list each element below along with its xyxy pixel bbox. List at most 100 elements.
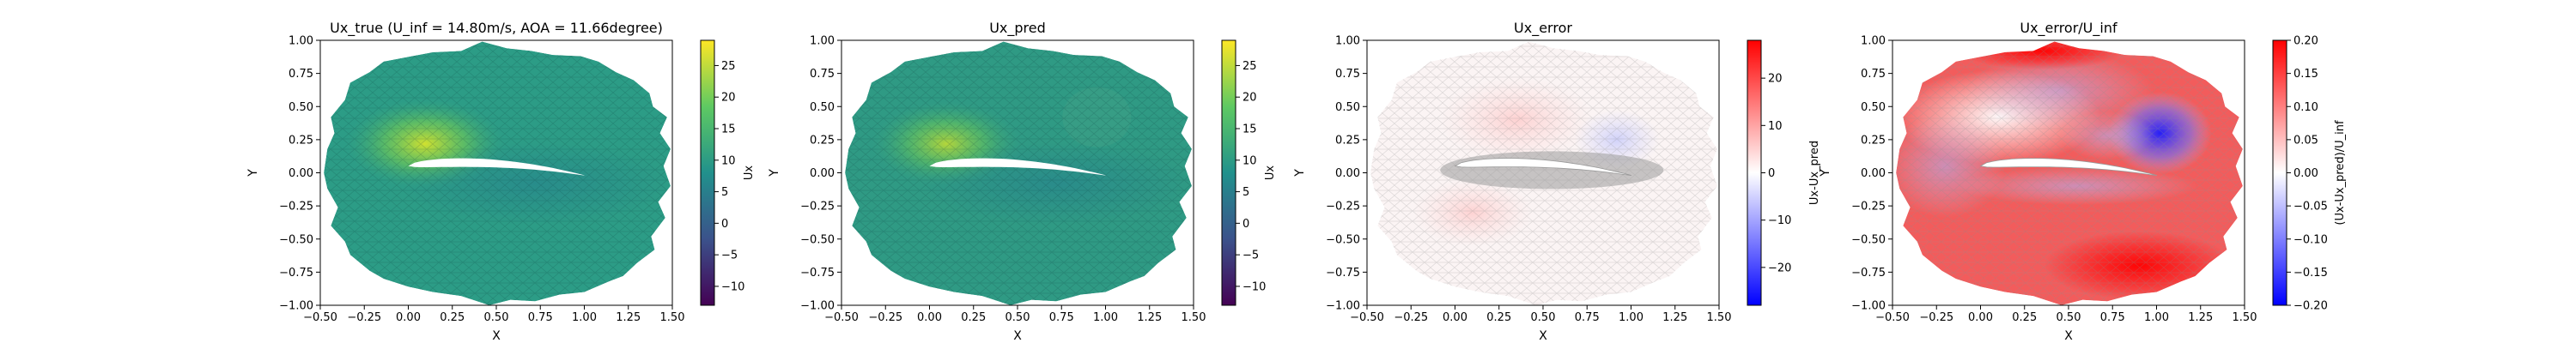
x-tick-label: 0.25 bbox=[1486, 311, 1511, 324]
colorbar-tick-label: 20 bbox=[1242, 92, 1257, 105]
y-axis-label: Y bbox=[768, 169, 781, 178]
airfoil bbox=[1979, 158, 2157, 177]
colorbar-label: Ux-Ux_pred bbox=[1808, 141, 1821, 205]
x-tick-label: 0.50 bbox=[1005, 311, 1030, 324]
field-4 bbox=[1896, 41, 2243, 305]
y-tick-label: −0.50 bbox=[1851, 233, 1886, 246]
x-tick-label: 1.00 bbox=[1093, 311, 1118, 324]
colorbar: −10 −5 0 5 10 15 20 25 Ux bbox=[1221, 39, 1277, 306]
colorbar-scale bbox=[1221, 39, 1236, 306]
y-tick-label: −0.50 bbox=[800, 233, 835, 246]
colorbar-tick-label: −10 bbox=[721, 280, 744, 293]
y-tick-label: 0.75 bbox=[289, 68, 313, 81]
y-tick-label: 0.50 bbox=[1861, 101, 1886, 114]
y-tick-label: −0.75 bbox=[1851, 267, 1886, 280]
x-tick-label: −0.50 bbox=[1875, 311, 1910, 324]
colorbar-tick-label: −0.05 bbox=[2293, 201, 2328, 214]
airfoil bbox=[1454, 158, 1631, 177]
colorbar-tick-label: 5 bbox=[1242, 186, 1249, 199]
x-axis-label: X bbox=[1539, 329, 1547, 343]
y-tick-label: 0.75 bbox=[1335, 68, 1360, 81]
x-tick-label: 0.00 bbox=[917, 311, 942, 324]
panel-1: −0.50 −0.25 0.00 0.25 0.50 0.75 1.00 1.25 1.50 −1… bbox=[246, 20, 756, 343]
x-tick-label: 1.50 bbox=[1707, 311, 1732, 324]
y-tick-label: −0.50 bbox=[279, 233, 313, 246]
colorbar-tick-label: 5 bbox=[721, 186, 728, 199]
y-tick-label: 0.75 bbox=[810, 68, 835, 81]
x-axis-label: X bbox=[1013, 329, 1022, 343]
x-tick-label: −0.50 bbox=[1350, 311, 1384, 324]
colorbar-label: (Ux-Ux_pred)/U_inf bbox=[2334, 120, 2347, 226]
chart-title: Ux_true (U_inf = 14.80m/s, AOA = 11.66de… bbox=[330, 20, 663, 37]
y-tick-label: 0.25 bbox=[1335, 134, 1360, 147]
colorbar-tick-label: 25 bbox=[721, 60, 736, 73]
y-tick-label: 1.00 bbox=[1335, 35, 1360, 48]
y-axis-label: Y bbox=[246, 169, 260, 178]
colorbar-scale bbox=[1747, 39, 1762, 306]
y-tick-label: 0.50 bbox=[289, 101, 313, 114]
colorbar-tick-label: 0 bbox=[1768, 167, 1775, 180]
panel-2: −0.50 −0.25 0.00 0.25 0.50 0.75 1.00 1.25 1.50 −1… bbox=[768, 20, 1277, 343]
x-tick-label: 0.25 bbox=[961, 311, 986, 324]
x-tick-label: 1.50 bbox=[660, 311, 685, 324]
field-2 bbox=[845, 41, 1192, 305]
colorbar-tick-label: 15 bbox=[1242, 123, 1257, 136]
colorbar-scale bbox=[2272, 39, 2287, 306]
x-tick-label: 1.00 bbox=[1619, 311, 1643, 324]
x-tick-label: 1.25 bbox=[1137, 311, 1162, 324]
x-tick-label: 1.00 bbox=[572, 311, 597, 324]
field-3 bbox=[1370, 41, 1717, 305]
y-tick-label: −0.25 bbox=[1326, 201, 1360, 214]
y-axis-label: Y bbox=[1293, 169, 1307, 178]
x-tick-label: −0.25 bbox=[347, 311, 381, 324]
colorbar-scale bbox=[700, 39, 715, 306]
colorbar-tick-label: 10 bbox=[721, 154, 736, 167]
y-tick-label: −1.00 bbox=[1851, 300, 1886, 313]
panel-4: −0.50 −0.25 0.00 0.25 0.50 0.75 1.00 1.25 1.50 −1… bbox=[1819, 20, 2347, 343]
colorbar-label: Ux bbox=[743, 165, 756, 181]
x-tick-label: 0.75 bbox=[1575, 311, 1600, 324]
y-tick-label: 0.00 bbox=[1335, 167, 1360, 180]
colorbar-label: Ux bbox=[1264, 165, 1277, 181]
x-tick-label: −0.50 bbox=[303, 311, 337, 324]
chart-title: Ux_error bbox=[1514, 20, 1572, 37]
y-tick-label: −0.75 bbox=[1326, 267, 1360, 280]
colorbar: −0.20 −0.15 −0.10 −0.05 0.00 0.05 0.10 0.15 0.20… bbox=[2272, 35, 2347, 313]
colorbar-tick-label: 0.10 bbox=[2293, 101, 2318, 114]
x-tick-label: 0.50 bbox=[484, 311, 509, 324]
x-tick-label: 0.75 bbox=[2100, 311, 2125, 324]
y-tick-label: 0.25 bbox=[810, 134, 835, 147]
y-tick-label: 0.75 bbox=[1861, 68, 1886, 81]
colorbar-tick-label: 10 bbox=[1242, 154, 1257, 167]
mesh bbox=[324, 41, 671, 305]
y-tick-label: 0.00 bbox=[810, 167, 835, 180]
y-tick-label: 1.00 bbox=[289, 35, 313, 48]
x-tick-label: 1.00 bbox=[2144, 311, 2169, 324]
mesh bbox=[1896, 41, 2243, 305]
chart-title: Ux_error/U_inf bbox=[2020, 20, 2117, 37]
x-axis-label: X bbox=[492, 329, 501, 343]
x-tick-label: −0.25 bbox=[1919, 311, 1953, 324]
y-tick-label: −0.25 bbox=[800, 201, 835, 214]
x-tick-label: 0.50 bbox=[1531, 311, 1556, 324]
field-1 bbox=[324, 41, 671, 305]
colorbar-tick-label: −0.20 bbox=[2293, 300, 2328, 313]
colorbar-tick-label: −5 bbox=[1242, 250, 1259, 262]
y-tick-label: −1.00 bbox=[1326, 300, 1360, 313]
colorbar-tick-label: 0 bbox=[1242, 218, 1249, 231]
y-tick-label: 0.25 bbox=[1861, 134, 1886, 147]
colorbar-tick-label: 15 bbox=[721, 123, 736, 136]
y-tick-label: 0.50 bbox=[1335, 101, 1360, 114]
y-tick-label: 0.25 bbox=[289, 134, 313, 147]
x-tick-label: −0.25 bbox=[1394, 311, 1428, 324]
y-tick-label: −0.75 bbox=[279, 267, 313, 280]
x-tick-label: 1.25 bbox=[616, 311, 641, 324]
y-tick-label: −0.25 bbox=[279, 201, 313, 214]
x-tick-label: 1.25 bbox=[1662, 311, 1687, 324]
colorbar-tick-label: 0.00 bbox=[2293, 167, 2318, 180]
colorbar-tick-label: 0 bbox=[721, 218, 728, 231]
x-tick-label: 0.75 bbox=[1049, 311, 1074, 324]
y-tick-label: 0.00 bbox=[1861, 167, 1886, 180]
y-tick-label: 1.00 bbox=[1861, 35, 1886, 48]
